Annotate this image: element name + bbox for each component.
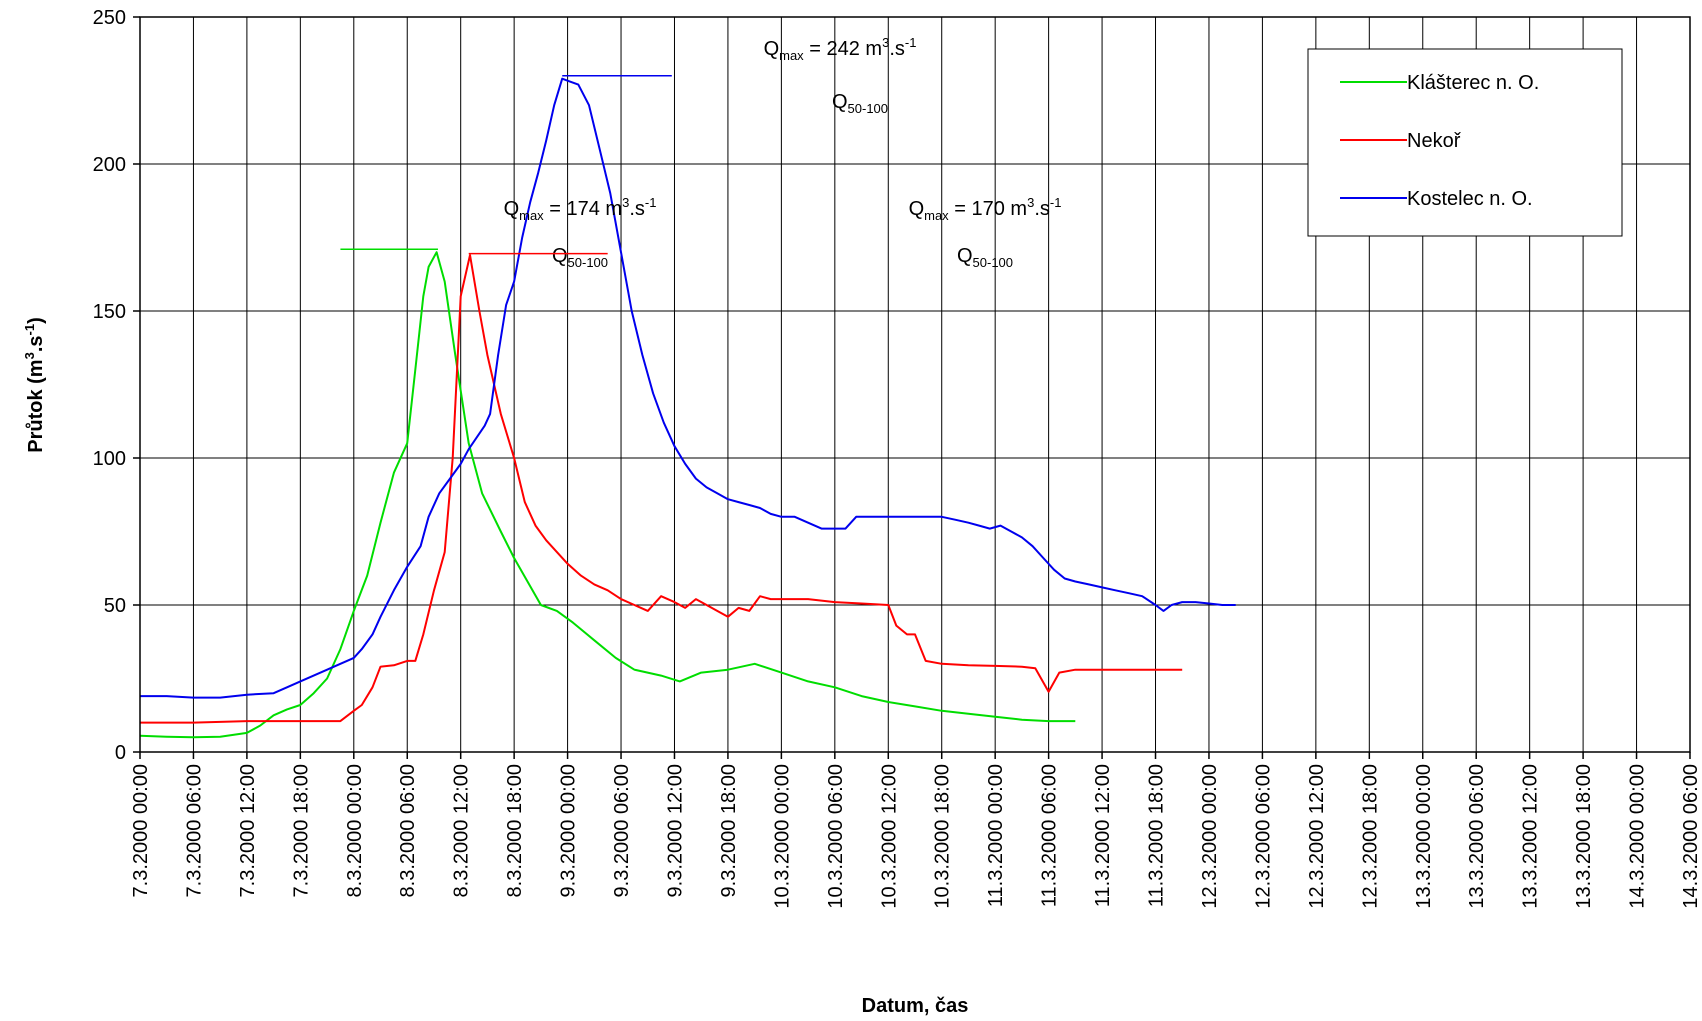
y-tick-label: 100 [93, 448, 126, 470]
x-tick-label: 13.3.2000 06:00 [1466, 764, 1488, 909]
x-tick-label: 9.3.2000 12:00 [664, 764, 686, 897]
x-tick-label: 8.3.2000 00:00 [344, 764, 366, 897]
y-tick-label: 150 [93, 301, 126, 323]
legend-box [1307, 48, 1623, 237]
x-tick-label: 11.3.2000 18:00 [1146, 764, 1168, 907]
x-tick-label: 9.3.2000 06:00 [611, 764, 633, 897]
x-tick-label: 8.3.2000 18:00 [504, 764, 526, 897]
plot-frame [139, 16, 1691, 753]
x-tick-label: 8.3.2000 06:00 [397, 764, 419, 897]
x-tick-label: 11.3.2000 06:00 [1039, 764, 1061, 907]
legend-label: Nekoř [1407, 130, 1462, 152]
x-tick-label: 12.3.2000 12:00 [1306, 764, 1328, 909]
x-tick-label: 12.3.2000 00:00 [1199, 764, 1221, 909]
q50-100-label: Q50-100 [552, 245, 608, 270]
y-axis-ticks: 0 50 100 150 200 250 [93, 7, 140, 764]
legend-label: Klášterec n. O. [1407, 72, 1539, 94]
y-tick-label: 50 [104, 595, 126, 617]
y-tick-label: 0 [115, 742, 126, 764]
x-tick-label: 11.3.2000 00:00 [985, 764, 1007, 907]
x-tick-label: 8.3.2000 12:00 [451, 764, 473, 897]
q50-100-label: Q50-100 [832, 91, 888, 116]
series-line-0 [139, 251, 1076, 739]
series-line-1 [140, 254, 1183, 724]
x-axis-ticks: 7.3.2000 00:00 7.3.2000 06:00 7.3.2000 12:… [130, 752, 1702, 909]
x-tick-label: 11.3.2000 12:00 [1092, 764, 1114, 907]
x-tick-label: 12.3.2000 18:00 [1359, 764, 1381, 909]
x-tick-label: 9.3.2000 00:00 [558, 764, 580, 897]
x-tick-label: 10.3.2000 00:00 [771, 764, 793, 909]
x-tick-label: 7.3.2000 18:00 [290, 764, 312, 897]
series-line-2 [140, 77, 1236, 699]
legend: Klášterec n. O. Nekoř Kostelec n. O. [1307, 48, 1623, 237]
qmax-label: Qmax = 174 m3.s-1 [504, 195, 657, 223]
x-tick-label: 13.3.2000 18:00 [1573, 764, 1595, 909]
series-lines [139, 77, 1236, 739]
x-tick-label: 14.3.2000 00:00 [1627, 764, 1649, 909]
y-tick-label: 250 [93, 7, 126, 29]
legend-label: Kostelec n. O. [1407, 188, 1533, 210]
qmax-label: Qmax = 170 m3.s-1 [909, 195, 1062, 223]
peak-annotations: Qmax = 174 m3.s-1 Q50-100 Qmax = 242 m3.s-… [340, 35, 1061, 270]
x-tick-label: 7.3.2000 00:00 [130, 764, 152, 897]
qmax-label: Qmax = 242 m3.s-1 [764, 35, 917, 63]
x-tick-label: 10.3.2000 06:00 [825, 764, 847, 909]
x-tick-label: 13.3.2000 12:00 [1520, 764, 1542, 909]
x-tick-label: 10.3.2000 12:00 [878, 764, 900, 909]
x-tick-label: 10.3.2000 18:00 [932, 764, 954, 909]
x-tick-label: 9.3.2000 18:00 [718, 764, 740, 897]
x-tick-label: 7.3.2000 12:00 [237, 764, 259, 897]
x-tick-label: 7.3.2000 06:00 [183, 764, 205, 897]
x-tick-label: 14.3.2000 06:00 [1680, 764, 1702, 909]
q50-100-label: Q50-100 [957, 245, 1013, 270]
y-axis-title: Průtok (m3.s-1) [22, 317, 47, 453]
x-axis-title: Datum, čas [862, 995, 969, 1017]
y-tick-label: 200 [93, 154, 126, 176]
x-tick-label: 12.3.2000 06:00 [1252, 764, 1274, 909]
x-tick-label: 13.3.2000 00:00 [1413, 764, 1435, 909]
